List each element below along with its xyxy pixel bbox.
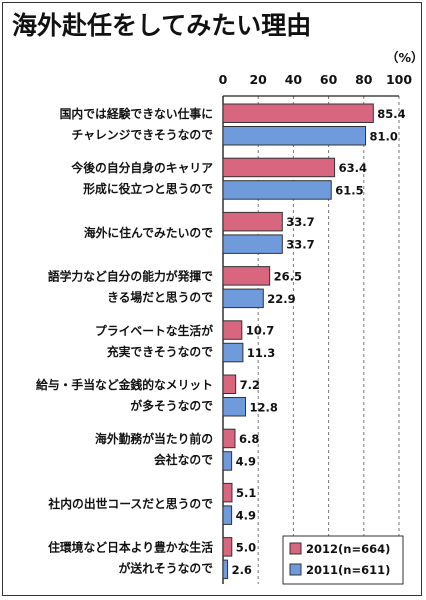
bar (222, 180, 332, 200)
legend-label: 2012(n=664) (306, 542, 390, 556)
category-label: プライベートな生活が (95, 324, 213, 338)
category-label: 社内の出世コースだと思うので (47, 497, 213, 511)
data-label: 2.6 (232, 563, 252, 577)
bar (222, 397, 247, 417)
bar (222, 288, 264, 309)
legend-label: 2011(n=611) (306, 563, 390, 577)
category-label: 語学力など自分の能力が発揮で (48, 270, 213, 284)
data-label: 22.9 (267, 292, 295, 306)
data-label: 33.7 (286, 215, 314, 229)
bar (222, 103, 374, 123)
bar (222, 482, 233, 503)
bar (222, 211, 283, 232)
category-label: 今後の自分自身のキャリア (70, 161, 213, 175)
data-label: 63.4 (339, 161, 367, 175)
chart-frame (2, 2, 422, 596)
data-label: 10.7 (246, 324, 274, 338)
bar (222, 320, 243, 340)
category-label: 海外に住んでみたいので (84, 226, 213, 240)
category-label: 会社なので (154, 453, 213, 467)
legend-swatch (289, 563, 302, 576)
bar (222, 505, 233, 525)
data-label: 4.9 (236, 454, 256, 468)
data-label: 85.4 (377, 107, 405, 121)
x-tick-label: 100 (386, 72, 412, 87)
data-label: 6.8 (239, 432, 259, 446)
x-tick-label: 80 (355, 72, 373, 87)
legend-box (282, 535, 404, 585)
legend-swatch (289, 542, 302, 555)
x-tick-label: 0 (219, 72, 228, 87)
category-label: が送れそうなので (119, 562, 214, 576)
data-label: 5.0 (236, 540, 256, 554)
gridlines (222, 95, 400, 584)
category-label: 給与・手当など金銭的なメリット (36, 378, 213, 392)
category-label: 海外勤務が当たり前の (95, 432, 213, 446)
unit-label: （%） (386, 50, 424, 65)
x-axis-ticks: 0 20 40 60 80 100 (219, 72, 413, 87)
bar (222, 342, 244, 363)
x-tick-label: 20 (249, 72, 267, 87)
bar (222, 126, 367, 146)
category-label: 国内では経験できない仕事に (60, 107, 213, 121)
data-label: 61.5 (335, 183, 363, 197)
data-label: 7.2 (240, 378, 260, 392)
category-label: きる場だと思うので (107, 291, 213, 305)
bar (222, 374, 237, 394)
category-label: 住環境など日本より豊かな生活 (48, 541, 213, 555)
x-tick-label: 40 (285, 72, 303, 87)
category-labels: 国内では経験できない仕事にチャレンジできそうなので今後の自分自身のキャリア形成に… (36, 107, 213, 576)
x-tick-label: 60 (320, 72, 338, 87)
bars: 85.4 81.0 63.4 61.5 33.7 33.7 26.5 22.9 10.7 11.3… (222, 103, 406, 580)
bar (222, 559, 229, 580)
data-label: 4.9 (236, 509, 256, 523)
data-label: 26.5 (274, 269, 302, 283)
bar (222, 266, 271, 286)
data-label: 5.1 (236, 486, 256, 500)
data-label: 33.7 (286, 238, 314, 252)
bar (222, 428, 236, 449)
category-label: が多そうなので (130, 399, 213, 413)
category-label: チャレンジできそうなので (72, 128, 214, 142)
bar (222, 537, 233, 557)
data-label: 81.0 (370, 129, 398, 143)
chart-title: 海外赴任をしてみたい理由 (12, 11, 311, 40)
category-label: 形成に役立つと思うので (83, 182, 213, 196)
data-label: 12.8 (250, 400, 278, 414)
bar (222, 451, 233, 471)
bar (222, 234, 283, 254)
bar (222, 157, 336, 178)
data-label: 11.3 (247, 346, 275, 360)
category-label: 充実できそうなので (107, 345, 213, 359)
legend: 2012(n=664) 2011(n=611) (282, 535, 404, 585)
